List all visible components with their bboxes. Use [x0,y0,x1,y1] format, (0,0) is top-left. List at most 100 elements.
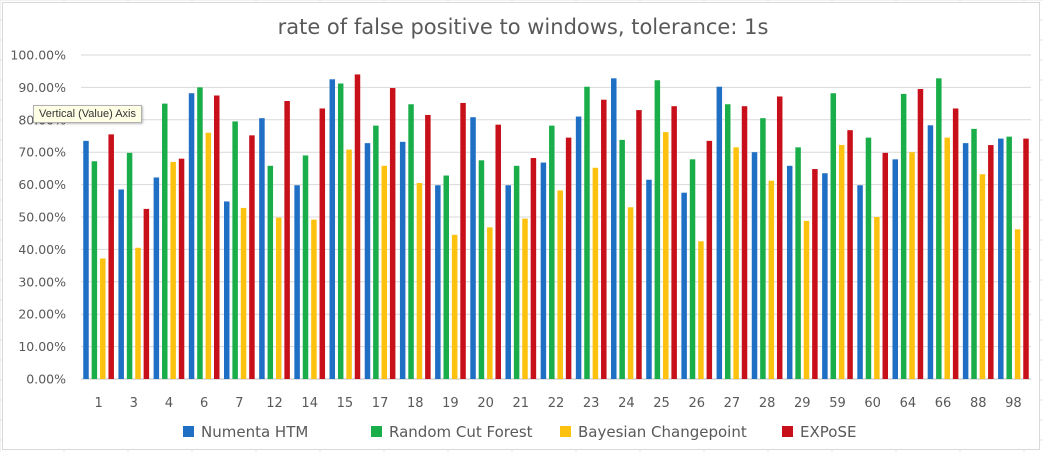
bar-numenta-htm-60[interactable] [857,185,863,379]
bar-random-cut-forest-12[interactable] [267,165,274,379]
bar-expose-98[interactable] [1023,138,1029,379]
bar-random-cut-forest-7[interactable] [232,121,238,380]
bar-expose-1[interactable] [108,134,114,379]
bar-random-cut-forest-24[interactable] [619,139,625,379]
bar-numenta-htm-14[interactable] [294,185,300,379]
bar-numenta-htm-21[interactable] [505,185,511,379]
bar-bayesian-changepoint-15[interactable] [346,149,352,379]
bar-expose-4[interactable] [178,158,185,379]
bar-expose-26[interactable] [706,140,713,379]
bar-expose-66[interactable] [952,108,959,380]
bar-numenta-htm-20[interactable] [470,117,476,379]
bar-bayesian-changepoint-7[interactable] [240,207,247,379]
bar-bayesian-changepoint-27[interactable] [733,147,739,379]
bar-expose-21[interactable] [530,158,537,379]
bar-numenta-htm-98[interactable] [998,138,1004,379]
bar-expose-27[interactable] [741,106,748,379]
bar-numenta-htm-15[interactable] [329,79,336,380]
bar-random-cut-forest-21[interactable] [513,165,520,379]
bar-random-cut-forest-27[interactable] [724,104,731,380]
bar-random-cut-forest-23[interactable] [584,86,590,379]
bar-expose-28[interactable] [776,96,783,380]
bar-random-cut-forest-66[interactable] [936,78,942,379]
bar-random-cut-forest-29[interactable] [795,147,801,379]
bar-numenta-htm-25[interactable] [646,179,652,379]
bar-bayesian-changepoint-1[interactable] [100,258,106,379]
bar-random-cut-forest-4[interactable] [162,103,168,379]
bar-bayesian-changepoint-20[interactable] [487,227,493,379]
bar-random-cut-forest-64[interactable] [900,93,907,379]
bar-random-cut-forest-17[interactable] [373,125,379,379]
bar-numenta-htm-66[interactable] [927,125,934,379]
bar-random-cut-forest-59[interactable] [830,93,837,380]
bar-random-cut-forest-20[interactable] [478,160,485,379]
bar-numenta-htm-28[interactable] [751,152,758,379]
bar-numenta-htm-27[interactable] [716,86,723,379]
bar-bayesian-changepoint-26[interactable] [698,241,704,379]
bar-bayesian-changepoint-60[interactable] [874,217,880,379]
bar-expose-24[interactable] [636,110,642,379]
bar-random-cut-forest-98[interactable] [1006,136,1012,379]
bar-random-cut-forest-6[interactable] [197,87,203,380]
bar-expose-14[interactable] [319,108,326,380]
bar-bayesian-changepoint-25[interactable] [663,132,669,379]
bar-bayesian-changepoint-59[interactable] [838,145,845,379]
bar-numenta-htm-6[interactable] [188,93,195,380]
bar-numenta-htm-19[interactable] [435,185,441,379]
bar-expose-64[interactable] [917,89,924,380]
bar-numenta-htm-12[interactable] [259,118,265,380]
bar-bayesian-changepoint-17[interactable] [381,165,388,379]
bar-numenta-htm-22[interactable] [540,162,547,379]
bar-numenta-htm-18[interactable] [399,141,406,379]
bar-bayesian-changepoint-4[interactable] [170,161,176,379]
bar-expose-3[interactable] [143,208,150,379]
bar-numenta-htm-1[interactable] [83,140,89,379]
bar-numenta-htm-7[interactable] [223,201,230,379]
bar-random-cut-forest-26[interactable] [689,159,696,379]
bar-numenta-htm-4[interactable] [153,177,160,379]
bar-expose-22[interactable] [565,137,572,379]
bar-bayesian-changepoint-22[interactable] [557,190,563,379]
bar-expose-12[interactable] [284,101,290,380]
bar-bayesian-changepoint-21[interactable] [522,218,528,379]
bar-numenta-htm-23[interactable] [575,116,582,379]
bar-bayesian-changepoint-66[interactable] [944,137,950,379]
bar-expose-20[interactable] [495,124,501,379]
bar-random-cut-forest-15[interactable] [337,83,344,380]
bar-bayesian-changepoint-14[interactable] [311,219,317,379]
bar-random-cut-forest-60[interactable] [865,137,872,379]
bar-numenta-htm-88[interactable] [962,143,969,379]
bar-bayesian-changepoint-3[interactable] [135,247,141,379]
bar-expose-88[interactable] [988,145,994,379]
bar-random-cut-forest-22[interactable] [549,125,555,379]
bar-bayesian-changepoint-29[interactable] [803,220,810,379]
bar-bayesian-changepoint-28[interactable] [768,180,775,379]
bar-expose-18[interactable] [425,114,431,379]
bar-numenta-htm-64[interactable] [892,159,899,379]
bar-expose-60[interactable] [882,152,889,379]
bar-bayesian-changepoint-19[interactable] [451,234,458,379]
bar-expose-29[interactable] [812,169,818,379]
bar-random-cut-forest-18[interactable] [408,104,414,380]
bar-bayesian-changepoint-88[interactable] [979,174,986,379]
bar-random-cut-forest-3[interactable] [126,152,133,379]
bar-bayesian-changepoint-12[interactable] [275,217,282,379]
bar-random-cut-forest-28[interactable] [760,118,766,380]
bar-expose-59[interactable] [847,130,853,379]
bar-numenta-htm-26[interactable] [681,192,687,379]
bar-expose-6[interactable] [213,95,220,380]
bar-expose-19[interactable] [460,102,466,380]
bar-random-cut-forest-14[interactable] [302,155,309,379]
bar-random-cut-forest-88[interactable] [971,128,977,379]
bar-expose-23[interactable] [601,99,607,379]
bar-bayesian-changepoint-24[interactable] [627,207,634,379]
bar-expose-7[interactable] [249,135,255,379]
bar-random-cut-forest-19[interactable] [443,175,449,379]
bar-bayesian-changepoint-6[interactable] [205,132,212,379]
bar-numenta-htm-29[interactable] [786,165,793,379]
bar-bayesian-changepoint-23[interactable] [592,167,599,379]
bar-numenta-htm-24[interactable] [611,78,617,379]
bar-expose-15[interactable] [354,74,361,379]
bar-expose-25[interactable] [671,106,677,379]
